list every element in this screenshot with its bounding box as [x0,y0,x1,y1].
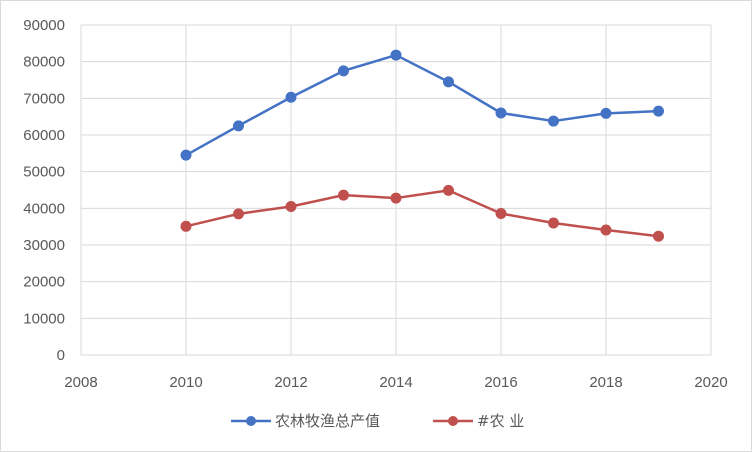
x-tick-label: 2008 [64,374,97,391]
legend: 农林牧渔总产值 #农 业 [231,412,524,430]
data-point [495,207,507,219]
data-point [653,230,664,242]
y-tick-label: 90000 [23,17,65,34]
y-tick-label: 30000 [23,237,65,254]
data-point [285,201,297,212]
legend-marker [246,416,256,426]
data-point [233,208,244,220]
data-point [600,107,612,119]
y-tick-label: 80000 [23,54,65,71]
y-tick-label: 40000 [23,200,65,217]
x-tick-label: 2020 [694,374,727,391]
x-tick-label: 2016 [484,374,517,391]
legend-item-1: 农林牧渔总产值 [231,412,380,430]
data-point [443,184,454,196]
series-2 [180,184,664,242]
x-tick-label: 2018 [589,374,622,391]
y-tick-label: 0 [57,347,65,364]
y-axis-tick-labels: 0 10000 20000 30000 40000 50000 60000 70000 8000… [23,17,65,364]
data-point [390,192,402,204]
data-point [180,220,192,232]
data-point [495,107,507,119]
series-layer [180,49,664,242]
data-point [600,224,612,236]
y-tick-label: 70000 [23,90,65,107]
series-1 [180,49,664,161]
series-line [185,189,659,238]
data-point [338,65,349,77]
data-point [548,115,559,127]
grid [80,24,712,356]
legend-item-2: #农 业 [433,412,524,430]
legend-marker [448,416,458,426]
legend-label: #农 业 [477,412,524,430]
data-point [390,49,402,61]
y-tick-label: 10000 [23,310,65,327]
legend-label: 农林牧渔总产值 [275,412,380,430]
data-point [338,189,349,201]
x-tick-label: 2010 [169,374,202,391]
x-tick-label: 2014 [379,374,412,391]
y-tick-label: 60000 [23,127,65,144]
series-line [185,53,659,157]
data-point [443,76,454,88]
y-tick-label: 50000 [23,164,65,181]
x-axis-tick-labels: 2008 2010 2012 2014 2016 2018 2020 [64,374,727,391]
x-tick-label: 2012 [274,374,307,391]
y-tick-label: 20000 [23,274,65,291]
data-point [233,120,244,132]
data-point [285,91,297,103]
data-point [653,105,664,117]
data-point [548,217,559,229]
data-point [180,149,192,161]
